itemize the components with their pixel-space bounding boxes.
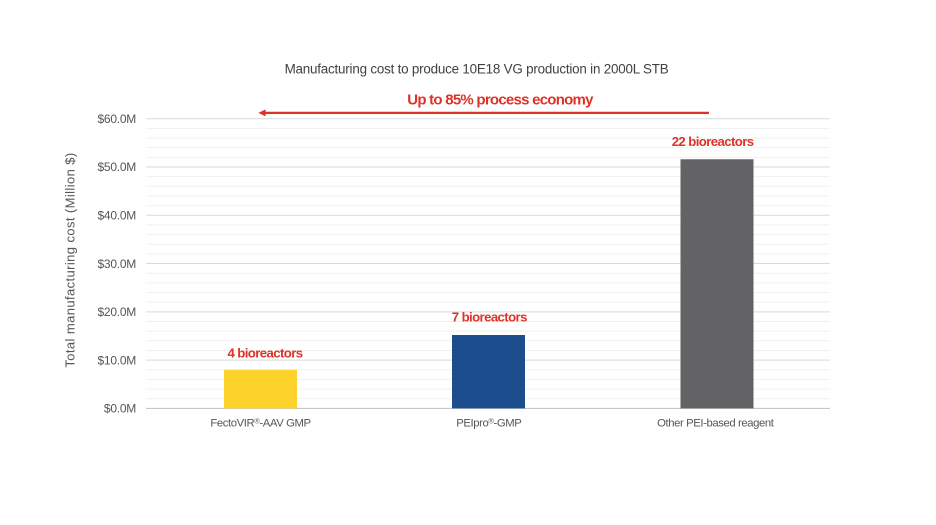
svg-text:$60.0M: $60.0M	[97, 112, 136, 126]
svg-text:Manufacturing cost to produce: Manufacturing cost to produce 10E18 VG p…	[285, 62, 669, 77]
svg-text:Other PEI-based reagent: Other PEI-based reagent	[657, 418, 775, 430]
svg-text:$20.0M: $20.0M	[97, 305, 136, 319]
svg-text:Up to 85% process economy: Up to 85% process economy	[407, 92, 594, 109]
svg-text:$30.0M: $30.0M	[97, 257, 136, 271]
svg-text:FectoVIR®-AAV GMP: FectoVIR®-AAV GMP	[210, 417, 310, 430]
svg-text:$40.0M: $40.0M	[97, 208, 136, 222]
svg-text:7 bioreactors: 7 bioreactors	[452, 310, 527, 325]
svg-text:$50.0M: $50.0M	[97, 160, 136, 174]
svg-text:22 bioreactors: 22 bioreactors	[672, 134, 754, 149]
svg-text:Total manufacturing cost (Mill: Total manufacturing cost (Million $)	[63, 152, 78, 367]
svg-text:$0.0M: $0.0M	[104, 402, 136, 416]
svg-text:$10.0M: $10.0M	[97, 353, 136, 367]
svg-text:PEIpro®-GMP: PEIpro®-GMP	[456, 417, 521, 430]
svg-text:4 bioreactors: 4 bioreactors	[227, 346, 302, 361]
